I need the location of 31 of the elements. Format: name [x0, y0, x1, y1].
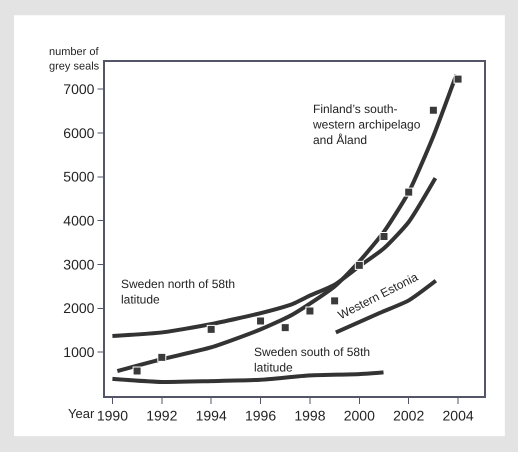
point	[404, 188, 414, 197]
x-tick-label: 1990	[96, 408, 128, 424]
y-axis-title: number of grey seals	[49, 46, 100, 72]
y-tick-label: 4000	[63, 212, 95, 229]
annotation: Sweden south of 58th latitude	[254, 345, 370, 375]
y-tick-label: 7000	[63, 81, 95, 98]
point	[454, 74, 463, 84]
line-series	[110, 370, 386, 384]
point	[380, 232, 388, 241]
annotation: Sweden north of 58th latitude	[121, 277, 236, 307]
x-tick-label: 1998	[294, 408, 326, 424]
x-tick-label: 1992	[146, 408, 178, 424]
x-tick-label: 1994	[196, 408, 227, 424]
annotation: Finland’s south- western archipelago and Åland	[312, 102, 421, 148]
point	[354, 260, 364, 270]
point	[280, 323, 290, 332]
point	[428, 106, 438, 115]
x-tick-label: 2000	[344, 408, 376, 424]
point	[157, 352, 166, 362]
point	[305, 306, 314, 316]
x-tick-label: 2002	[393, 408, 424, 424]
point	[256, 316, 266, 326]
y-tick-label: 2000	[63, 300, 95, 316]
point	[206, 324, 216, 334]
x-tick-label: 2004	[442, 408, 474, 424]
y-tick-label: 5000	[63, 168, 95, 185]
y-tick-label: 3000	[63, 256, 95, 272]
y-tick-label: 6000	[63, 124, 95, 141]
x-tick-label: 1996	[244, 408, 276, 424]
x-axis-title: Year	[68, 406, 95, 421]
y-tick-label: 1000	[63, 344, 95, 360]
